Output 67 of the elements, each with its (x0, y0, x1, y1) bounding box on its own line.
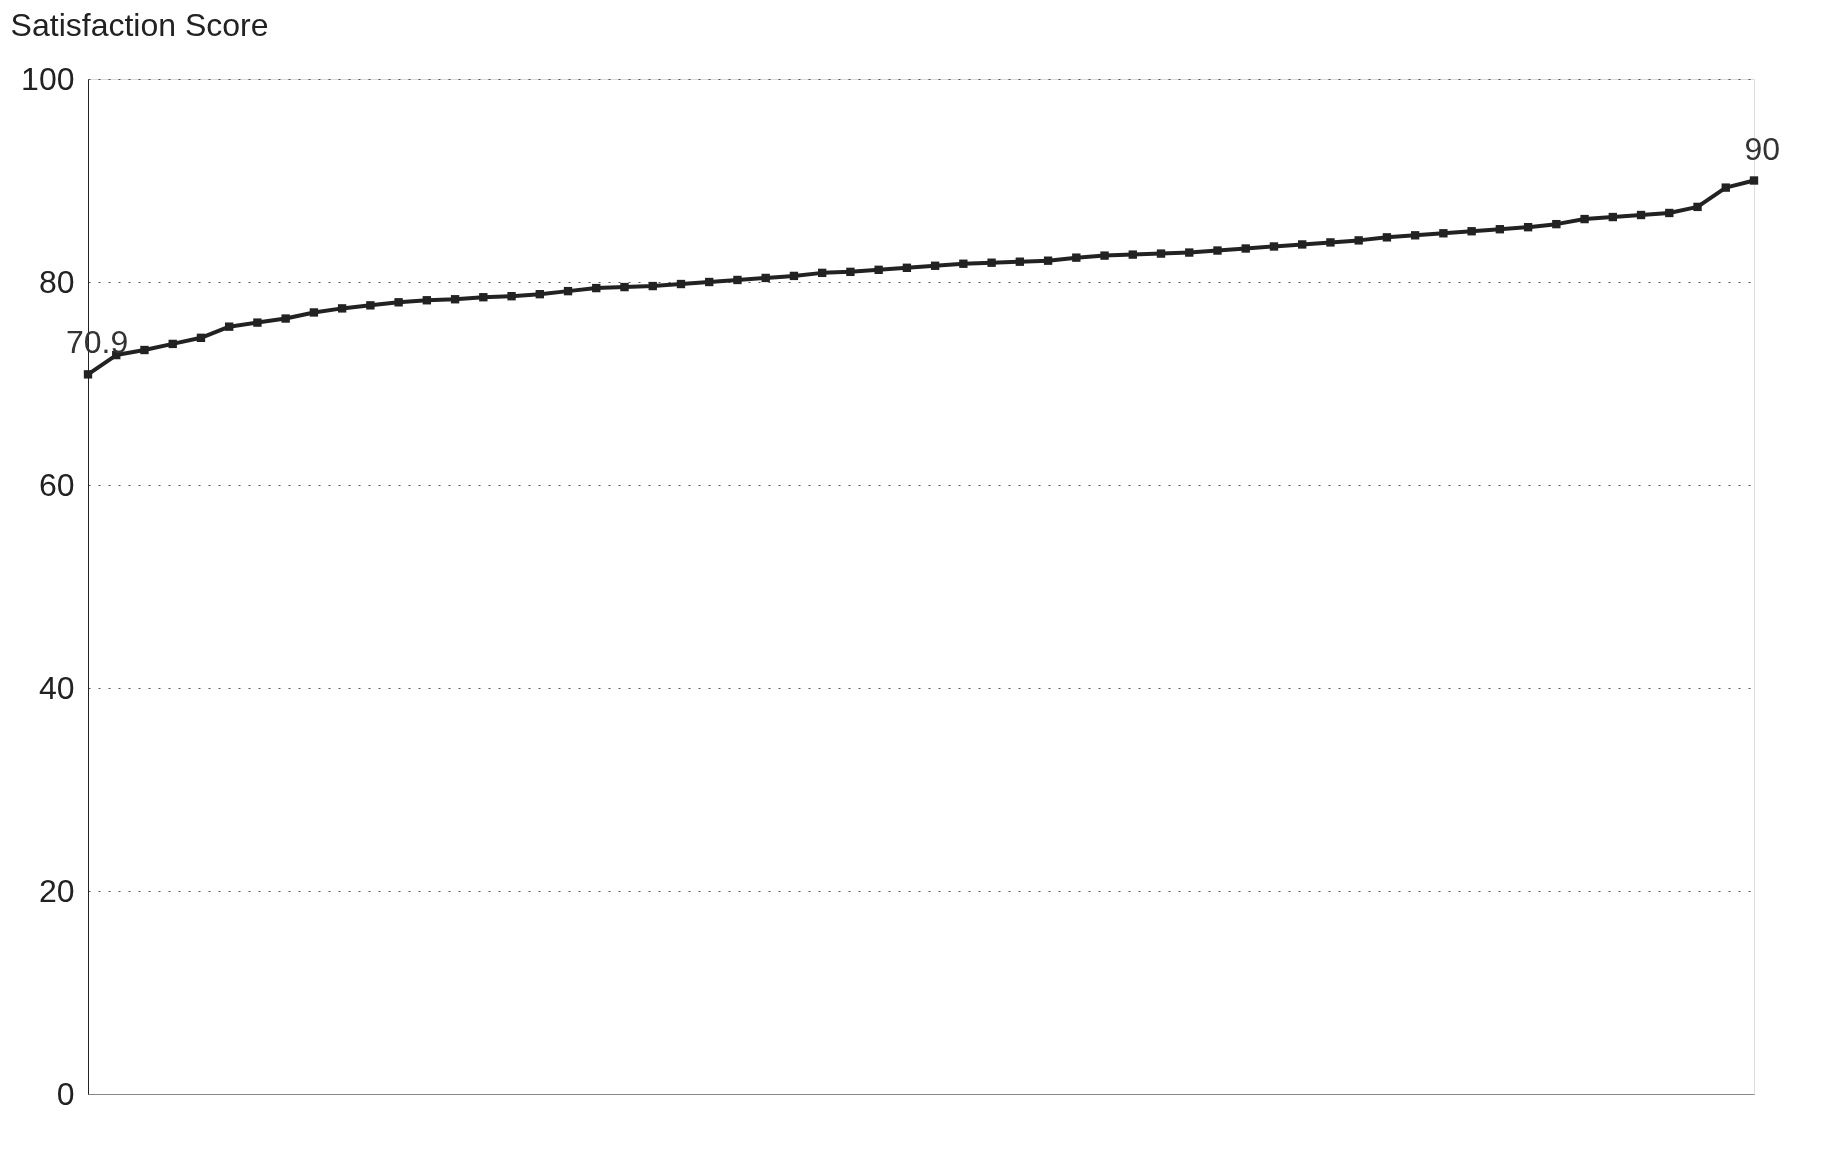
point (1015, 257, 1025, 266)
point (196, 333, 206, 343)
point (281, 314, 290, 323)
point (1410, 231, 1420, 240)
point (1298, 240, 1307, 249)
point (253, 318, 262, 327)
point (563, 286, 573, 296)
point (168, 339, 177, 349)
y-tick-label: 20 (38, 872, 75, 909)
point (902, 263, 912, 272)
point (705, 277, 714, 287)
point (479, 293, 488, 302)
point (959, 259, 968, 268)
point (1269, 242, 1279, 251)
point (930, 261, 940, 270)
point (309, 308, 319, 317)
point (83, 370, 93, 379)
point (1608, 212, 1617, 222)
point (1241, 244, 1250, 253)
point (1185, 248, 1194, 257)
point (874, 265, 883, 274)
point (1495, 225, 1505, 234)
point (648, 281, 657, 291)
point (1580, 214, 1589, 224)
point (789, 271, 799, 281)
point (592, 283, 601, 293)
point (1213, 246, 1222, 255)
point (507, 292, 516, 301)
y-tick-label: 100 (21, 60, 75, 97)
point (817, 268, 827, 278)
y-tick-label: 40 (38, 669, 75, 706)
point (676, 279, 686, 289)
point (1636, 210, 1646, 220)
point (1156, 249, 1166, 258)
point (1439, 229, 1448, 238)
point (761, 273, 770, 283)
y-tick-label: 60 (38, 466, 75, 503)
point (422, 296, 432, 305)
point (987, 258, 996, 267)
point (1467, 227, 1476, 236)
point (1749, 176, 1759, 185)
point (620, 282, 629, 292)
point (1665, 208, 1674, 218)
point (337, 304, 347, 313)
point (535, 290, 544, 299)
annotation: 90 (1744, 130, 1780, 167)
y-tick-label: 80 (38, 263, 75, 300)
point (366, 301, 375, 310)
point (846, 267, 855, 277)
point (1043, 256, 1053, 265)
point (394, 298, 403, 307)
point (1326, 238, 1335, 247)
point (1721, 183, 1730, 192)
point (1128, 250, 1137, 259)
point (1523, 223, 1533, 232)
point (1100, 251, 1109, 260)
point (1072, 253, 1081, 262)
point (1354, 236, 1363, 245)
point (140, 345, 149, 355)
chart-title: Satisfaction Score (10, 7, 269, 43)
point (1382, 233, 1392, 242)
point (1552, 219, 1561, 229)
point (733, 275, 742, 285)
point (1693, 202, 1702, 212)
y-tick-label: 0 (56, 1075, 75, 1112)
point (225, 322, 234, 331)
point (450, 295, 460, 304)
